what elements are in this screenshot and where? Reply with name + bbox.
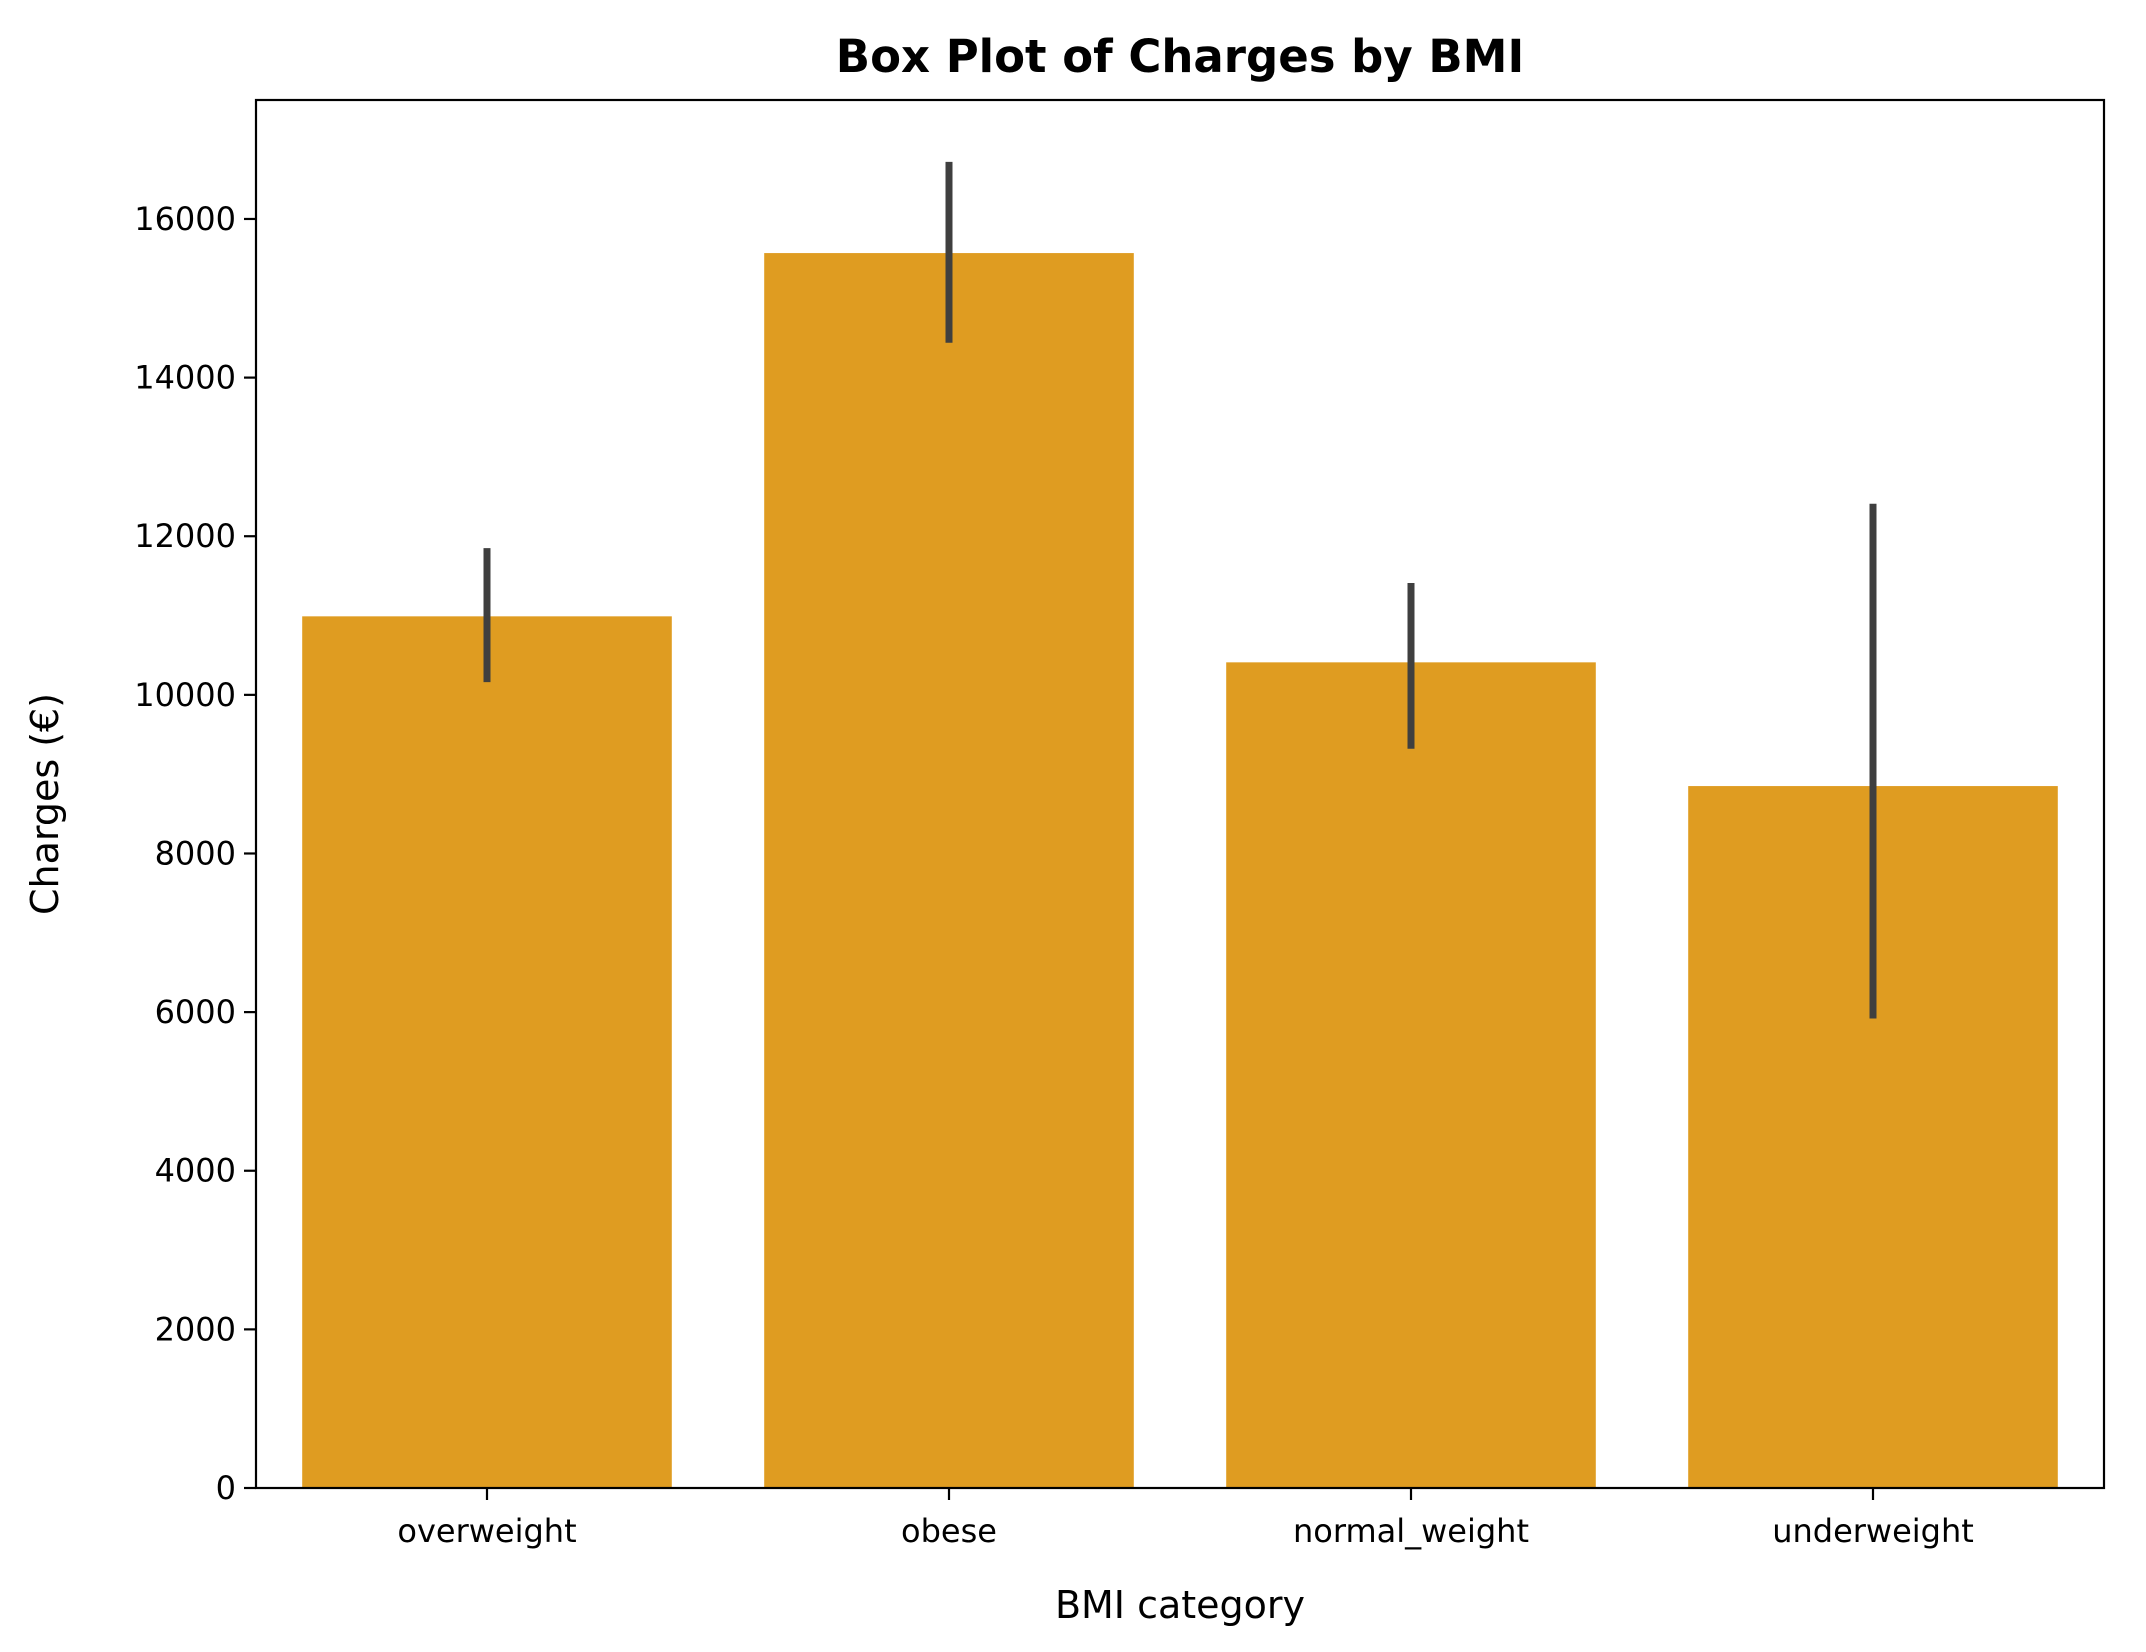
- y-tick-label-6000: 6000: [155, 993, 236, 1031]
- y-tick-label-14000: 14000: [134, 359, 236, 397]
- plot-frame: [254, 98, 2106, 1490]
- x-tick-label-obese: obese: [901, 1512, 997, 1550]
- bar-normal_weight: [1226, 662, 1596, 1488]
- y-tick-label-10000: 10000: [134, 676, 236, 714]
- y-axis-label: Charges (€): [23, 693, 67, 915]
- x-tick-label-overweight: overweight: [397, 1512, 576, 1550]
- plot-area: 0 2000 4000 6000 8000 10000 12000 14000 16000 ove…: [134, 98, 2106, 1550]
- y-tick-label-8000: 8000: [155, 834, 236, 872]
- y-tick-label-2000: 2000: [155, 1310, 236, 1348]
- bar-obese: [764, 253, 1134, 1489]
- y-tick-label-0: 0: [216, 1469, 236, 1507]
- y-tick-label-12000: 12000: [134, 517, 236, 555]
- y-tick-label-4000: 4000: [155, 1152, 236, 1190]
- y-tick-label-16000: 16000: [134, 200, 236, 238]
- x-tick-label-normal_weight: normal_weight: [1293, 1512, 1529, 1550]
- bar-overweight: [302, 616, 672, 1488]
- chart-title: Box Plot of Charges by BMI: [836, 30, 1524, 83]
- x-tick-label-underweight: underweight: [1772, 1512, 1974, 1550]
- x-axis-label: BMI category: [1055, 1583, 1305, 1627]
